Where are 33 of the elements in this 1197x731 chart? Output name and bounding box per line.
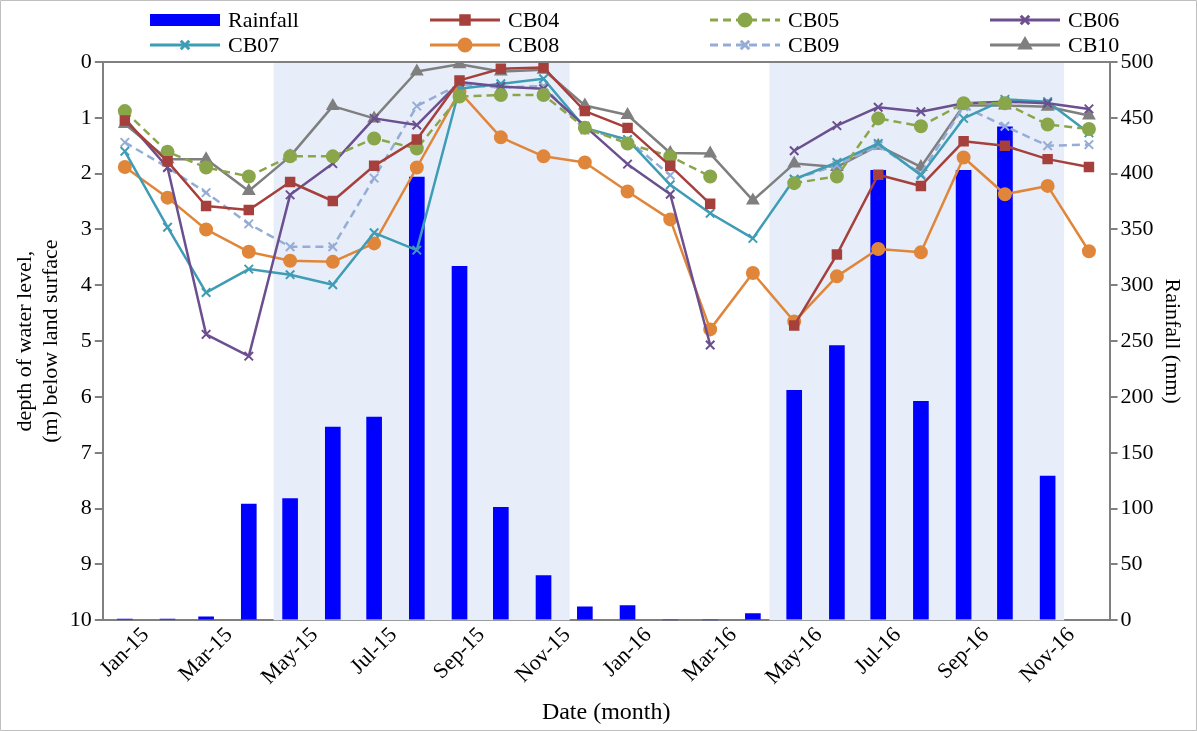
y-tick-label: 6 xyxy=(80,382,92,408)
legend-label: Rainfall xyxy=(228,6,299,32)
legend-label: CB05 xyxy=(788,6,840,32)
y2-tick-label: 150 xyxy=(1120,438,1154,464)
y-axis-title: depth of water level, (m) below land surface xyxy=(10,239,63,443)
legend-label: CB09 xyxy=(788,31,840,57)
y-tick-label: 9 xyxy=(80,550,92,576)
y-tick-label: 0 xyxy=(80,47,92,73)
y-tick-label: 4 xyxy=(80,271,92,297)
legend-label: CB10 xyxy=(1068,31,1120,57)
y2-tick-label: 300 xyxy=(1120,271,1154,297)
y2-tick-label: 400 xyxy=(1120,159,1154,185)
y2-tick-label: 50 xyxy=(1120,550,1143,576)
y-tick-label: 3 xyxy=(80,215,92,241)
x-axis-title: Date (month) xyxy=(541,697,671,724)
y-tick-label: 7 xyxy=(80,438,92,464)
y2-tick-label: 0 xyxy=(1120,605,1132,631)
y2-tick-label: 500 xyxy=(1120,47,1154,73)
legend-label: CB06 xyxy=(1068,6,1120,32)
legend-label: CB07 xyxy=(228,31,280,57)
y-tick-label: 2 xyxy=(80,159,92,185)
legend-label: CB04 xyxy=(508,6,560,32)
y-tick-label: 5 xyxy=(80,326,92,352)
y2-tick-label: 100 xyxy=(1120,494,1154,520)
y2-tick-label: 350 xyxy=(1120,215,1154,241)
y2-tick-label: 450 xyxy=(1120,103,1154,129)
y2-tick-label: 200 xyxy=(1120,382,1154,408)
y2-axis-title: Rainfall (mm) xyxy=(1161,278,1187,404)
y-tick-label: 1 xyxy=(80,103,92,129)
y-tick-label: 8 xyxy=(80,494,92,520)
y-tick-label: 10 xyxy=(69,605,92,631)
y2-tick-label: 250 xyxy=(1120,326,1154,352)
legend-label: CB08 xyxy=(508,31,560,57)
